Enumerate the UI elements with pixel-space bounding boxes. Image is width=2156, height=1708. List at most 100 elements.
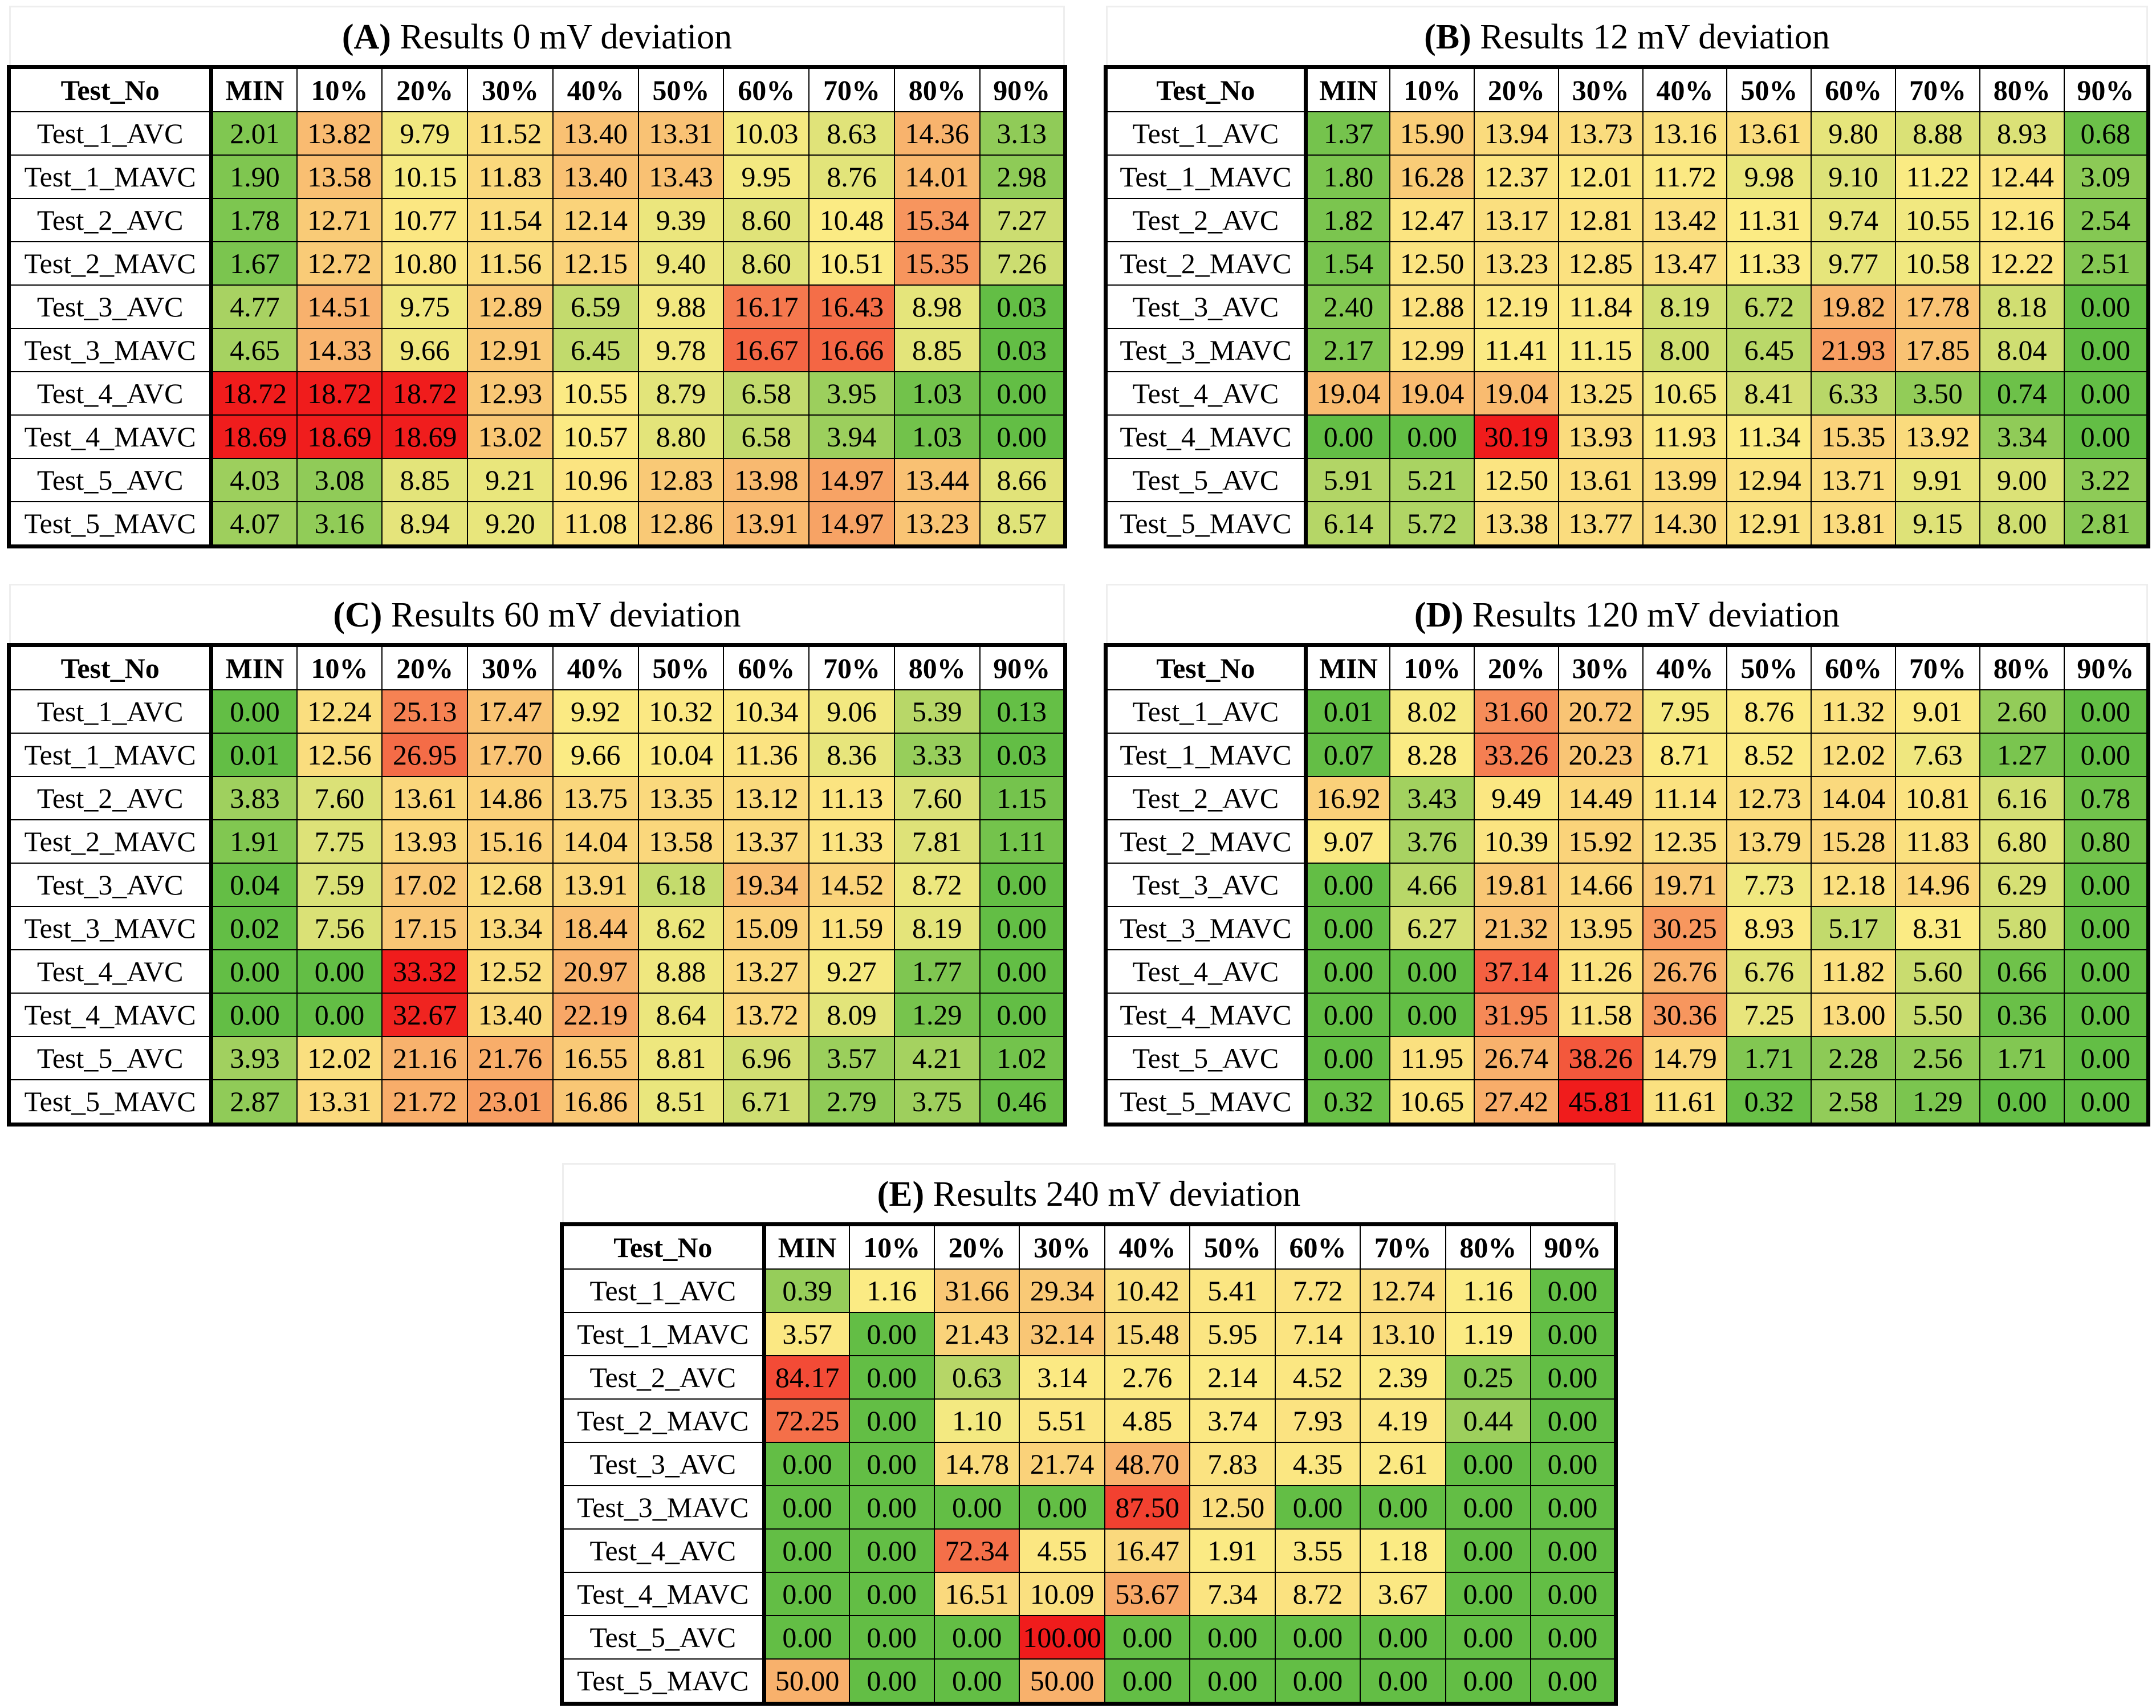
panel-title-text: Results 12 mV deviation xyxy=(1480,18,1830,56)
heatmap-cell: 8.04 xyxy=(1979,328,2065,372)
heatmap-cell: 13.91 xyxy=(723,501,810,547)
heatmap-cell: 10.32 xyxy=(637,689,725,734)
heatmap-cell: 13.31 xyxy=(296,1079,383,1125)
heatmap-cell: 6.80 xyxy=(1979,819,2065,864)
heatmap-cell: 20.97 xyxy=(552,949,639,994)
heatmap-cell: 11.83 xyxy=(1895,819,1980,864)
heatmap-cell: 6.16 xyxy=(1979,776,2065,820)
heatmap-cell: 3.50 xyxy=(1895,371,1980,416)
header-row: Test_No MIN 10% 20% 30% 40% 50% 60% 70% 80% 90% xyxy=(1105,66,2149,112)
heatmap-cell: 0.00 xyxy=(1019,1485,1105,1530)
heatmap-cell: 13.42 xyxy=(1642,198,1728,242)
table-row: Test_3_MAVC 0.00 0.00 0.00 0.00 87.50 12.50 0.0… xyxy=(561,1485,1617,1530)
heatmap-cell: 2.61 xyxy=(1360,1442,1446,1486)
heatmap-cell: 8.28 xyxy=(1389,733,1475,777)
heatmap-cell: 27.42 xyxy=(1473,1079,1559,1125)
col-header: 10% xyxy=(296,644,383,690)
heatmap-cell: 9.20 xyxy=(467,501,554,547)
heatmap-cell: 2.98 xyxy=(979,154,1066,199)
heatmap-cell: 2.60 xyxy=(1979,689,2065,734)
heatmap-cell: 4.52 xyxy=(1274,1355,1361,1400)
heatmap-cell: 12.56 xyxy=(296,733,383,777)
heatmap-cell: 10.96 xyxy=(552,458,639,502)
heatmap-cell: 13.16 xyxy=(1642,111,1728,156)
col-header: 30% xyxy=(1557,644,1644,690)
heatmap-cell: 0.68 xyxy=(2063,111,2149,156)
heatmap-cell: 9.21 xyxy=(467,458,554,502)
col-header: 40% xyxy=(1642,644,1728,690)
table-row: Test_2_MAVC 9.07 3.76 10.39 15.92 12.35 13.79 1… xyxy=(1105,819,2149,864)
heatmap-cell: 8.66 xyxy=(979,458,1066,502)
heatmap-cell: 1.10 xyxy=(933,1398,1020,1443)
heatmap-cell: 1.82 xyxy=(1305,198,1391,242)
heatmap-cell: 21.74 xyxy=(1019,1442,1105,1486)
heatmap-cell: 3.94 xyxy=(808,414,895,459)
heatmap-cell: 0.00 xyxy=(1389,414,1475,459)
heatmap-cell: 1.29 xyxy=(1895,1079,1980,1125)
heatmap-cell: 4.65 xyxy=(210,328,298,372)
heatmap-cell: 0.36 xyxy=(1979,993,2065,1037)
heatmap-cell: 3.75 xyxy=(893,1079,981,1125)
heatmap-cell: 4.55 xyxy=(1019,1528,1105,1573)
heatmap-cell: 10.04 xyxy=(637,733,725,777)
panel-title: (B) Results 12 mV deviation xyxy=(1106,6,2148,65)
heatmap-cell: 13.95 xyxy=(1557,906,1644,950)
heatmap-cell: 8.57 xyxy=(979,501,1066,547)
heatmap-cell: 17.85 xyxy=(1895,328,1980,372)
heatmap-cell: 0.66 xyxy=(1979,949,2065,994)
heatmap-cell: 20.23 xyxy=(1557,733,1644,777)
heatmap-cell: 0.00 xyxy=(848,1398,935,1443)
table-row: Test_2_AVC 1.82 12.47 13.17 12.81 13.42 11.31 9… xyxy=(1105,198,2149,242)
heatmap-cell: 37.14 xyxy=(1473,949,1559,994)
heatmap-cell: 18.69 xyxy=(296,414,383,459)
col-header: 30% xyxy=(1019,1223,1105,1270)
heatmap-cell: 8.18 xyxy=(1979,284,2065,329)
heatmap-cell: 14.78 xyxy=(933,1442,1020,1486)
heatmap-cell: 11.61 xyxy=(1642,1079,1728,1125)
heatmap-cell: 21.93 xyxy=(1811,328,1897,372)
heatmap-cell: 13.40 xyxy=(552,111,639,156)
heatmap-cell: 1.71 xyxy=(1979,1036,2065,1080)
heatmap-cell: 13.17 xyxy=(1473,198,1559,242)
row-label: Test_1_MAVC xyxy=(8,154,214,199)
heatmap-cell: 0.00 xyxy=(933,1485,1020,1530)
table-row: Test_4_MAVC 0.00 0.00 32.67 13.40 22.19 8.64 13… xyxy=(8,993,1066,1037)
col-header: 90% xyxy=(979,66,1066,112)
heatmap-cell: 0.00 xyxy=(1104,1615,1191,1660)
heatmap-cell: 0.00 xyxy=(1530,1398,1617,1443)
col-header: 20% xyxy=(933,1223,1020,1270)
panel-a: (A) Results 0 mV deviation Test_No MIN 10%… xyxy=(7,6,1067,548)
heatmap-cell: 2.56 xyxy=(1895,1036,1980,1080)
heatmap-cell: 2.79 xyxy=(808,1079,895,1125)
heatmap-cell: 9.95 xyxy=(723,154,810,199)
row-label: Test_4_AVC xyxy=(561,1528,766,1573)
heatmap-cell: 5.95 xyxy=(1189,1312,1276,1356)
row-label: Test_2_AVC xyxy=(1105,776,1308,820)
heatmap-cell: 12.81 xyxy=(1557,198,1644,242)
heatmap-cell: 0.02 xyxy=(210,906,298,950)
heatmap-cell: 14.79 xyxy=(1642,1036,1728,1080)
row-label: Test_1_AVC xyxy=(561,1268,766,1313)
heatmap-cell: 8.41 xyxy=(1726,371,1812,416)
heatmap-cell: 15.35 xyxy=(893,241,981,286)
heatmap-cell: 14.51 xyxy=(296,284,383,329)
heatmap-cell: 0.00 xyxy=(2063,906,2149,950)
heatmap-cell: 8.85 xyxy=(381,458,469,502)
col-header: 20% xyxy=(381,66,469,112)
row-label: Test_3_AVC xyxy=(561,1442,766,1486)
panel-title: (A) Results 0 mV deviation xyxy=(9,6,1065,65)
row-label: Test_1_MAVC xyxy=(561,1312,766,1356)
heatmap-cell: 0.03 xyxy=(979,284,1066,329)
header-row: Test_No MIN 10% 20% 30% 40% 50% 60% 70% 80% 90% xyxy=(8,644,1066,690)
heatmap-cell: 16.17 xyxy=(723,284,810,329)
table-row: Test_1_AVC 0.00 12.24 25.13 17.47 9.92 10.32 10… xyxy=(8,689,1066,734)
heatmap-cell: 0.00 xyxy=(1274,1658,1361,1705)
heatmap-cell: 2.14 xyxy=(1189,1355,1276,1400)
heatmap-cell: 6.45 xyxy=(1726,328,1812,372)
heatmap-cell: 0.00 xyxy=(848,1312,935,1356)
heatmap-cell: 0.00 xyxy=(1274,1485,1361,1530)
panel-label: (C) xyxy=(333,596,383,635)
row-label: Test_4_MAVC xyxy=(1105,414,1308,459)
row-label: Test_1_AVC xyxy=(1105,111,1308,156)
heatmap-cell: 11.15 xyxy=(1557,328,1644,372)
